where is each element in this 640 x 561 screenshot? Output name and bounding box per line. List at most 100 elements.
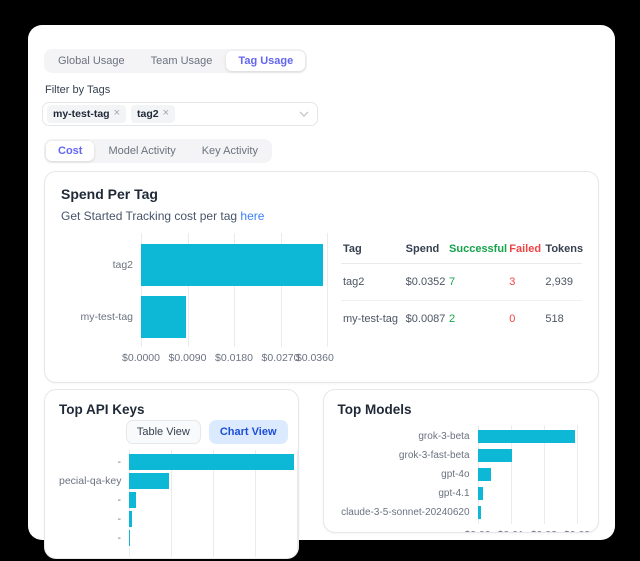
spend-card-subtitle: Get Started Tracking cost per tag here [61,209,582,223]
chart-row: gpt-4o [338,465,592,484]
chart-row: - [59,528,298,547]
gridline [187,233,189,347]
y-axis-label: grok-3-fast-beta [398,450,470,461]
tracking-cost-link[interactable]: here [240,209,265,223]
col-header-spend: Spend [403,235,448,264]
x-axis-tick-label: $0.0090 [168,352,207,364]
chart-row: - [59,452,298,471]
bar [141,244,323,286]
bar-track [477,506,582,519]
tag-chip-label: tag2 [137,107,159,120]
chart-bars: - pecial-qa-key - - - [59,450,298,557]
spend-card-title: Spend Per Tag [61,186,158,202]
bar-track [477,449,582,462]
tab-key-activity[interactable]: Key Activity [201,145,258,157]
tag-filter-select[interactable]: my-test-tag × tag2 × [42,102,318,126]
spend-table: Tag Spend Successful Failed Tokens tag2 … [341,235,583,338]
chart-gridlines [141,233,328,347]
y-axis-label: gpt-4o [441,469,470,480]
x-axis-tick-label: $0.0180 [215,352,253,364]
chart-x-axis: $0.00 $0.01 $0.02 $0.03 [464,524,590,532]
gridline [296,450,298,558]
chart-row: gpt-4.1 [338,484,592,503]
chevron-down-icon[interactable] [299,111,309,117]
bar-track [129,510,297,527]
tag-chip-label: my-test-tag [53,107,110,120]
bar-track [141,244,327,286]
table-row: tag2 $0.0352 7 3 2,939 [341,263,582,301]
top-api-keys-title: Top API Keys [59,402,145,417]
cell-failed: 3 [507,263,544,301]
chart-row: pecial-qa-key [59,471,298,490]
y-axis-label: pecial-qa-key [59,474,122,487]
spend-per-tag-card: Spend Per Tag Get Started Tracking cost … [44,171,599,383]
cell-successful: 2 [449,313,456,325]
cell-failed: 0 [509,313,516,325]
chart-row: grok-3-fast-beta [338,446,592,465]
y-axis-label: grok-3-beta [418,431,470,442]
table-view-button[interactable]: Table View [125,420,201,445]
top-models-title: Top Models [337,402,412,417]
top-models-chart: grok-3-beta grok-3-fast-beta gpt-4o gpt-4.1… [338,425,592,532]
y-axis-label: - [117,531,122,544]
x-axis-tick-label: $0.01 [498,529,524,532]
chart-row: tag2 [61,239,327,291]
bar [129,529,130,546]
top-models-card: Top Models grok-3-beta grok-3-fast-beta gp… [322,389,599,533]
tab-cost[interactable]: Cost [46,141,95,161]
spend-per-tag-chart: tag2 my-test-tag $0.0000 $0.0090 $0.0180 $0.… [61,233,334,364]
bar [477,468,491,481]
cell-successful: 7 [447,263,508,301]
gridline [577,425,579,524]
bar [477,430,576,443]
bar [129,510,132,527]
table-row: my-test-tag $0.0087 2 0 518 [341,301,582,338]
gridline [510,425,512,524]
bar-track [129,491,297,508]
bar-track [477,468,582,481]
remove-tag-icon[interactable]: × [162,107,170,120]
tag-chip[interactable]: my-test-tag × [47,105,127,123]
tab-global-usage[interactable]: Global Usage [58,55,125,67]
bar [129,491,137,508]
tab-model-activity[interactable]: Model Activity [108,145,176,157]
cell-tokens: 2,939 [543,263,582,301]
y-axis-label: - [117,455,122,468]
tab-tag-usage[interactable]: Tag Usage [226,51,306,71]
chart-bars: tag2 my-test-tag [61,233,327,347]
top-api-keys-card: Top API Keys Table View Chart View - peci… [44,389,299,559]
bar [129,472,169,489]
chart-row: my-test-tag [61,291,327,343]
bar-track [477,487,582,500]
cell-spend: $0.0087 [405,313,446,325]
tab-team-usage[interactable]: Team Usage [150,55,213,67]
tag-chip[interactable]: tag2 × [131,105,176,123]
gridline [212,450,214,558]
col-header-failed: Failed [507,235,544,264]
bar [477,487,484,500]
x-axis-tick-label: $0.02 [531,529,557,532]
bar-track [141,296,327,338]
usage-tab-bar: Global Usage Team Usage Tag Usage [44,49,308,73]
x-axis-tick-label: $0.03 [564,529,590,532]
cell-tokens: 518 [545,313,564,325]
chart-row: grok-3-beta [338,427,592,446]
chart-view-button[interactable]: Chart View [208,420,288,445]
x-axis-tick-label: $0.0360 [295,352,334,364]
bar-track [129,453,297,470]
remove-tag-icon[interactable]: × [113,107,121,120]
spend-card-body: tag2 my-test-tag $0.0000 $0.0090 $0.0180 $0.… [61,233,583,364]
gridline [170,450,172,558]
bar [141,296,186,338]
y-axis-label: gpt-4.1 [438,488,470,499]
gridline [543,425,545,524]
top-api-keys-chart: - pecial-qa-key - - - [59,450,298,558]
col-header-tokens: Tokens [543,235,583,264]
gridline [254,450,256,558]
gridline [141,233,142,347]
subtitle-text: Get Started Tracking cost per tag [61,209,241,223]
spend-table-wrap: Tag Spend Successful Failed Tokens tag2 … [341,233,583,363]
col-header-tag: Tag [341,235,404,264]
chart-row: - [59,490,298,509]
